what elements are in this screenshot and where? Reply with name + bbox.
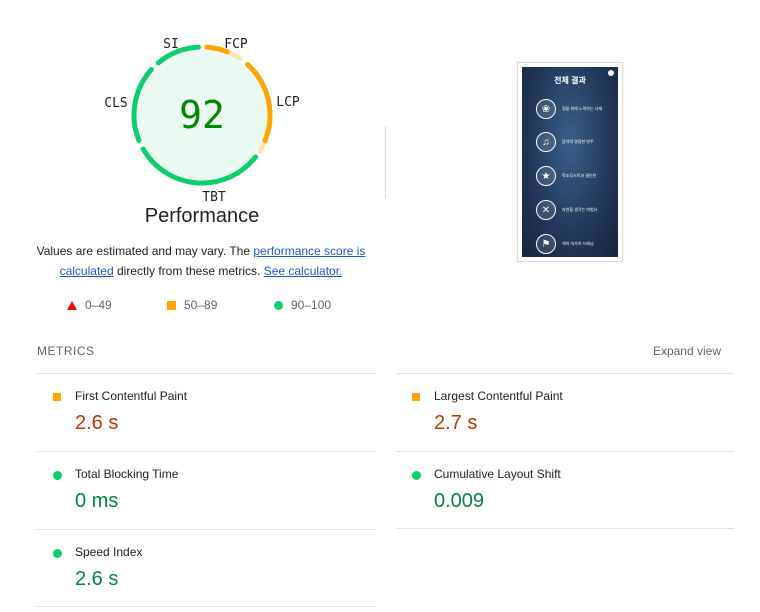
expand-view-button[interactable]: Expand view — [652, 344, 721, 358]
gauge-label-si: SI — [163, 37, 179, 52]
crossed-tools-icon: ✕ — [536, 200, 556, 220]
average-square-icon — [412, 393, 420, 401]
metric-value: 2.6 s — [75, 412, 119, 434]
metric-value: 0.009 — [434, 490, 485, 512]
gauge-arc-cls — [131, 67, 154, 143]
metric-largest-contentful-paint: Largest Contentful Paint 2.7 s — [396, 373, 734, 451]
section-divider — [385, 126, 386, 198]
gauge-arc-lcp — [245, 61, 273, 143]
score-value: 92 — [179, 93, 225, 137]
legend-average-range: 50–89 — [184, 298, 218, 312]
star-icon: ★ — [536, 166, 556, 186]
pass-circle-icon — [412, 471, 421, 480]
screenshot-item-text: 자연을 생각는 마법사 — [562, 207, 598, 212]
see-calculator-link[interactable]: See calculator. — [263, 264, 343, 278]
gauge-arc-fcp-remainder — [224, 49, 243, 62]
note-text-1: Values are estimated and may vary. The — [36, 244, 254, 258]
metric-value: 0 ms — [75, 490, 119, 512]
gauge-arc-fcp — [204, 44, 230, 55]
screenshot-item: ❀ 정을 위해 노력하는 사제 — [536, 97, 602, 121]
metric-name: Speed Index — [75, 545, 143, 559]
legend-pass-range: 90–100 — [291, 298, 332, 312]
flag-icon: ⚑ — [536, 234, 556, 254]
performance-score-link[interactable]: performance score is calculated — [59, 244, 366, 278]
score-legend: 0–49 50–89 90–100 — [0, 298, 400, 316]
gauge-background — [137, 50, 267, 180]
screenshot-title: 전체 결과 — [554, 76, 586, 85]
metric-value: 2.7 s — [434, 412, 478, 434]
pass-circle-icon — [53, 471, 62, 480]
metric-divider — [37, 606, 375, 607]
gauge-label-tbt: TBT — [202, 190, 226, 205]
gauge-arc-tbt — [140, 146, 259, 186]
screenshot-item: ✕ 자연을 생각는 마법사 — [536, 198, 597, 222]
pass-circle-icon — [53, 549, 62, 558]
thumb-close-icon — [608, 70, 614, 76]
legend-fail-range: 0–49 — [85, 298, 112, 312]
performance-title: Performance — [144, 205, 260, 227]
legend-pass: 90–100 — [274, 298, 331, 312]
gauge-label-cls: CLS — [104, 96, 127, 111]
average-square-icon — [167, 300, 176, 310]
metrics-title: METRICS — [37, 344, 95, 358]
screenshot-item: ♫ 음악의 영광한 연주 — [536, 130, 594, 154]
metric-cumulative-layout-shift: Cumulative Layout Shift 0.009 — [396, 451, 734, 529]
metrics-header: METRICS Expand view — [37, 344, 721, 360]
screenshot-item-text: 정을 위해 노력하는 사제 — [562, 106, 603, 111]
performance-gauge: 92 SI FCP LCP TBT CLS — [104, 37, 300, 205]
final-screenshot[interactable]: 전체 결과 ❀ 정을 위해 노력하는 사제 ♫ 음악의 영광한 연주 ★ 학조무… — [517, 62, 623, 262]
screenshot-content: 전체 결과 ❀ 정을 위해 노력하는 사제 ♫ 음악의 영광한 연주 ★ 학조무… — [522, 67, 618, 257]
metric-divider — [396, 528, 734, 529]
average-square-icon — [53, 393, 61, 401]
gauge-label-fcp: FCP — [224, 37, 248, 52]
music-note-icon: ♫ — [536, 132, 556, 152]
metric-name: Cumulative Layout Shift — [434, 467, 561, 481]
pass-circle-icon — [274, 300, 283, 310]
metric-total-blocking-time: Total Blocking Time 0 ms — [37, 451, 375, 529]
metric-name: First Contentful Paint — [75, 389, 188, 403]
gauge-label-lcp: LCP — [276, 95, 300, 110]
metric-name: Largest Contentful Paint — [434, 389, 563, 403]
note-text-2: directly from these metrics. — [113, 264, 264, 278]
screenshot-item: ⚑ 색의 마가하 드매닝 — [536, 232, 594, 256]
metric-value: 2.6 s — [75, 568, 119, 590]
screenshot-item-text: 학조무스트과 결인한 — [562, 173, 597, 178]
estimate-note: Values are estimated and may vary. The p… — [20, 241, 382, 281]
metric-first-contentful-paint: First Contentful Paint 2.6 s — [37, 373, 375, 451]
screenshot-item-text: 음악의 영광한 연주 — [562, 139, 594, 144]
screenshot-item: ★ 학조무스트과 결인한 — [536, 164, 596, 188]
gauge-arc-lcp-remainder — [257, 137, 268, 154]
gauge-arc-si — [155, 44, 201, 66]
metric-speed-index: Speed Index 2.6 s — [37, 529, 375, 607]
legend-fail: 0–49 — [67, 298, 112, 312]
screenshot-item-text: 색의 마가하 드매닝 — [562, 241, 594, 246]
legend-average: 50–89 — [167, 298, 217, 312]
metric-name: Total Blocking Time — [75, 467, 179, 481]
performance-gauge-section: 92 SI FCP LCP TBT CLS Performance Values… — [0, 37, 623, 316]
lotus-icon: ❀ — [536, 99, 556, 119]
fail-triangle-icon — [67, 300, 77, 310]
